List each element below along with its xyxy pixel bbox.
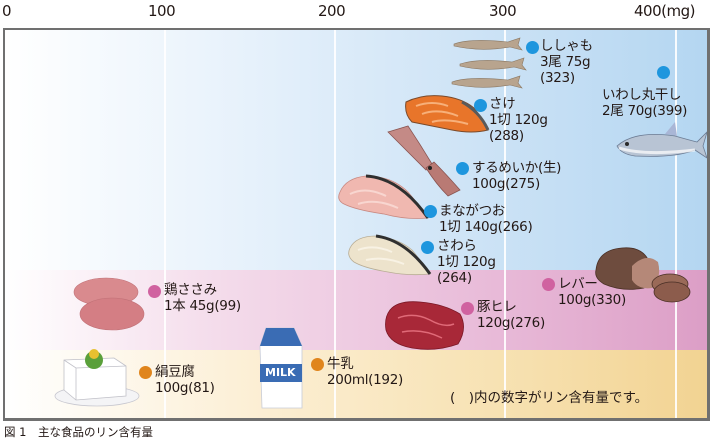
data-point-sawara (421, 241, 434, 254)
data-point-reba (542, 278, 555, 291)
managatsuo-amount-value: 1切 140g(266) (439, 219, 533, 235)
label-sawara: さわら 1切 120g (264) (437, 238, 496, 286)
buta-hire-name: 豚ヒレ (477, 299, 517, 315)
surumeika-amount-value: 100g(275) (472, 176, 540, 192)
sawara-value: (264) (437, 270, 472, 286)
data-point-torisasami (148, 285, 161, 298)
shishamo-value: (323) (540, 70, 575, 86)
gyunyu-amount-value: 200ml(192) (327, 372, 403, 388)
figure-caption: 図 1 主な食品のリン含有量 (4, 425, 153, 439)
x-tick-300: 300 (489, 2, 517, 20)
milk-label: MILK (265, 366, 296, 379)
label-reba: レバー 100g(330) (558, 276, 626, 308)
x-tick-0: 0 (2, 2, 12, 20)
data-point-surumeika (456, 162, 469, 175)
label-shishamo: ししゃも 3尾 75g (323) (540, 38, 593, 86)
torisasami-name: 鶏ささみ (164, 282, 217, 298)
data-point-kinugoshi (139, 366, 152, 379)
managatsuo-name: まながつお (439, 203, 505, 219)
label-gyunyu: 牛乳 200ml(192) (327, 356, 403, 388)
gridline-300 (504, 30, 506, 418)
data-point-buta-hire (461, 302, 474, 315)
data-point-sake (474, 99, 487, 112)
sake-illustration (405, 95, 490, 133)
label-kinugoshi: 絹豆腐 100g(81) (155, 364, 215, 396)
gridline-200 (334, 30, 336, 418)
x-tick-400: 400(mg) (634, 2, 695, 20)
kinugoshi-name: 絹豆腐 (155, 364, 195, 380)
x-tick-200: 200 (318, 2, 346, 20)
iwashi-illustration (616, 122, 707, 159)
torisasami-illustration (73, 277, 145, 331)
shishamo-amount: 3尾 75g (540, 54, 591, 70)
label-iwashi: いわし丸干し 2尾 70g(399) (602, 87, 687, 119)
reba-amount-value: 100g(330) (558, 292, 626, 308)
milk-carton-illustration: MILK (258, 324, 304, 412)
label-managatsuo: まながつお 1切 140g(266) (439, 203, 533, 235)
data-point-gyunyu (311, 358, 324, 371)
gyunyu-name: 牛乳 (327, 356, 354, 372)
buta-hire-illustration (385, 301, 464, 350)
sawara-amount: 1切 120g (437, 254, 496, 270)
managatsuo-illustration (338, 174, 430, 219)
gridline-100 (164, 30, 166, 418)
label-sake: さけ 1切 120g (288) (489, 96, 548, 144)
sake-value: (288) (489, 128, 524, 144)
iwashi-amount-value: 2尾 70g(399) (602, 103, 688, 119)
shishamo-illustration (451, 37, 527, 89)
iwashi-name: いわし丸干し (602, 87, 682, 103)
data-point-shishamo (526, 41, 539, 54)
surumeika-name: するめいか(生) (472, 160, 562, 176)
sake-name: さけ (489, 96, 516, 112)
sawara-illustration (348, 234, 432, 276)
label-torisasami: 鶏ささみ 1本 45g(99) (164, 282, 241, 314)
data-point-iwashi (657, 66, 670, 79)
chart-note: ( )内の数字がリン含有量です。 (450, 390, 649, 406)
kinugoshi-illustration (54, 349, 140, 407)
sawara-name: さわら (437, 238, 477, 254)
label-surumeika: するめいか(生) 100g(275) (472, 160, 561, 192)
sake-amount: 1切 120g (489, 112, 548, 128)
label-buta-hire: 豚ヒレ 120g(276) (477, 299, 545, 331)
x-tick-100: 100 (148, 2, 176, 20)
data-point-managatsuo (424, 205, 437, 218)
kinugoshi-amount-value: 100g(81) (155, 380, 215, 396)
shishamo-name: ししゃも (540, 38, 593, 54)
reba-illustration (595, 247, 691, 303)
band-fish (5, 30, 707, 270)
gridline-400 (675, 30, 677, 418)
buta-hire-amount-value: 120g(276) (477, 315, 545, 331)
reba-name: レバー (558, 276, 598, 292)
surumeika-illustration (387, 125, 461, 197)
torisasami-amount-value: 1本 45g(99) (164, 298, 241, 314)
